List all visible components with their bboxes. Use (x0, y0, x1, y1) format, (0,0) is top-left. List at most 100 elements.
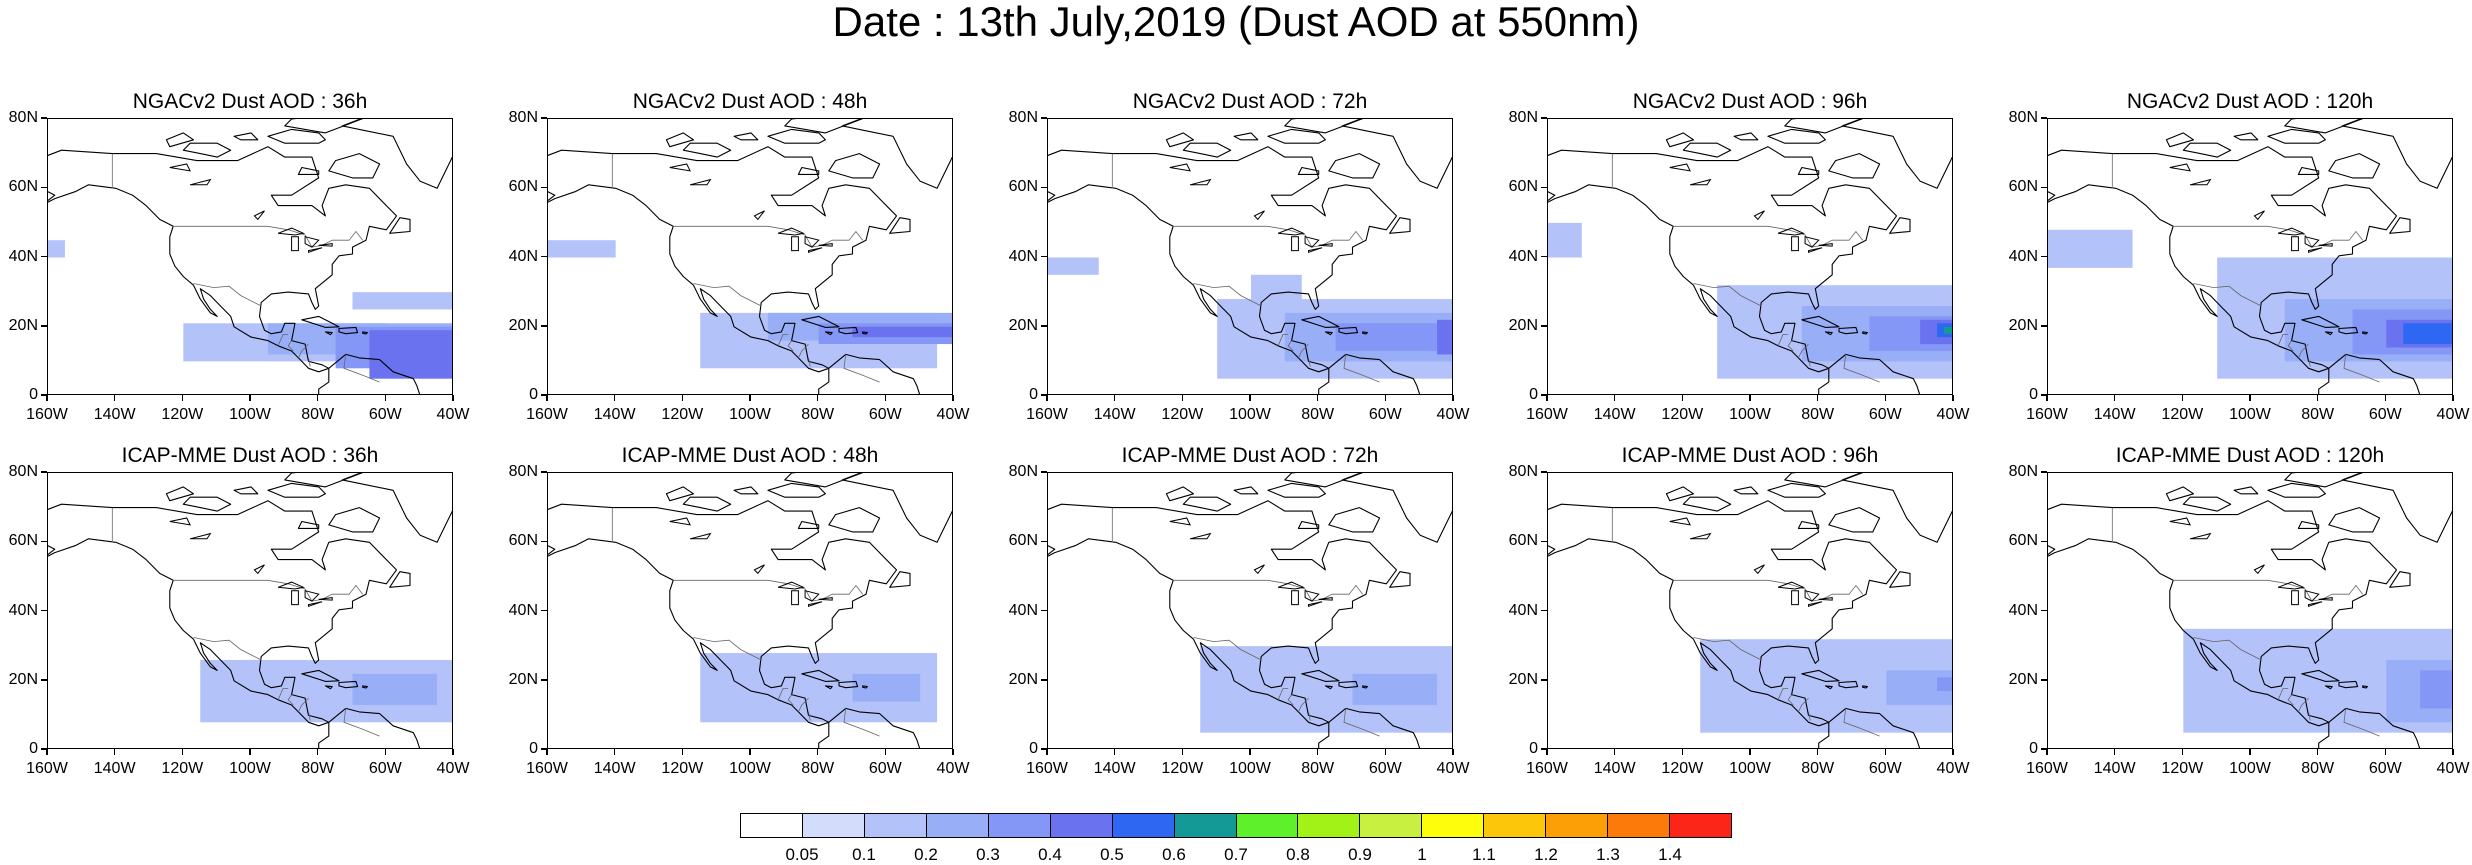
coastline (2318, 353, 2421, 394)
lon-tick-mark (2384, 395, 2387, 401)
coastline (838, 326, 859, 335)
colorbar-swatch (1112, 814, 1175, 837)
lon-tick-label: 60W (1368, 760, 1402, 777)
coastline (2328, 153, 2381, 179)
lon-tick-label: 40W (1936, 760, 1970, 777)
lon-tick-label: 80W (1801, 760, 1835, 777)
lon-tick-mark (1249, 749, 1251, 755)
lat-tick-mark (2041, 255, 2047, 258)
map-panel (1547, 472, 1953, 749)
lat-tick-label: 80N (508, 463, 538, 480)
lon-tick-mark (1952, 395, 1954, 401)
country-border (1308, 711, 1311, 721)
country-border (343, 354, 380, 383)
country-border (173, 225, 364, 248)
lat-tick-mark (1541, 394, 1547, 396)
map-panel (2047, 472, 2453, 749)
lat-tick-label: 20N (8, 670, 38, 688)
lon-tick-label: 160W (2026, 406, 2068, 423)
lon-tick-label: 120W (161, 760, 204, 777)
colorbar-swatch (1050, 814, 1113, 837)
lon-tick-label: 80W (301, 760, 335, 777)
lake-outline (1169, 163, 1191, 172)
lon-tick-label: 60W (368, 760, 402, 777)
map-svg (2048, 119, 2452, 394)
lon-tick-label: 120W (2161, 406, 2204, 423)
lon-tick-label: 100W (729, 760, 771, 777)
lake-outline (253, 210, 265, 221)
lon-tick-label: 80W (1301, 406, 1335, 423)
lake-outline (689, 532, 712, 540)
lon-tick-label: 60W (2368, 760, 2402, 777)
lon-tick-mark (1681, 749, 1684, 755)
coastline (2362, 331, 2368, 335)
coastline (2338, 680, 2359, 689)
coastline (784, 473, 864, 488)
country-border (287, 694, 294, 706)
lon-tick-label: 100W (1729, 760, 1771, 777)
lon-tick-label: 40W (436, 406, 470, 423)
lon-tick-mark (2181, 749, 2184, 755)
coastline (48, 500, 398, 727)
coastline (2182, 496, 2232, 512)
lon-tick-mark (46, 395, 48, 401)
lat-tick-mark (541, 186, 547, 188)
lon-tick-label: 60W (368, 406, 402, 423)
coastline (297, 166, 320, 175)
lake-outline (1777, 227, 1806, 236)
lon-tick-mark (1181, 749, 1184, 755)
country-border (308, 357, 311, 367)
lon-tick-label: 80W (2301, 406, 2335, 423)
coastline (1324, 685, 1333, 690)
country-border (787, 340, 794, 352)
coastline (233, 132, 259, 141)
lon-tick-label: 120W (1161, 760, 1204, 777)
lon-tick-label: 140W (593, 406, 636, 423)
colorbar-label: 1.3 (1596, 845, 1620, 864)
lon-tick-mark (2113, 749, 2116, 755)
lon-tick-mark (681, 749, 684, 755)
coastline (284, 119, 364, 134)
coastline (2267, 128, 2326, 144)
country-border (1777, 333, 1789, 346)
coastline (2338, 326, 2359, 335)
lon-tick-mark (249, 395, 251, 401)
lon-tick-label: 60W (1368, 406, 1402, 423)
coastline (2324, 331, 2333, 336)
lat-tick-mark (1041, 748, 1047, 750)
coastline (2165, 132, 2195, 148)
coastline (182, 496, 232, 512)
country-border (1173, 225, 1364, 248)
lon-tick-mark (1546, 395, 1548, 401)
lat-tick-label: 20N (1008, 316, 1038, 334)
lat-tick-mark (541, 325, 547, 327)
lon-tick-label: 160W (2026, 760, 2068, 777)
lon-tick-mark (384, 749, 387, 755)
lat-tick-label: 60N (1508, 532, 1538, 550)
lon-tick-mark (452, 395, 454, 401)
map-panel (1047, 472, 1453, 749)
lat-tick-label: 80N (508, 109, 538, 126)
coastline (2267, 482, 2326, 498)
lat-tick-label: 60N (1008, 532, 1038, 550)
panel-title: NGACv2 Dust AOD : 72h (1132, 90, 1368, 113)
lake-outline (791, 236, 799, 252)
lat-tick-mark (41, 255, 47, 258)
dust-aod-region (548, 240, 616, 258)
country-border (1777, 687, 1789, 700)
coastline (389, 571, 411, 588)
lon-tick-mark (1816, 749, 1819, 755)
coastline (2341, 473, 2452, 543)
country-border (1277, 687, 1289, 700)
country-border (1693, 637, 1762, 661)
colorbar-label: 0.05 (785, 845, 819, 864)
lat-tick-mark (41, 471, 47, 473)
map-panel (1047, 118, 1453, 395)
lon-tick-label: 120W (2161, 760, 2204, 777)
map-svg (48, 473, 452, 748)
map-svg (1548, 473, 1952, 748)
map-svg (548, 473, 952, 748)
dust-aod-region (1437, 319, 1452, 355)
lake-outline (2291, 590, 2299, 606)
colorbar-label: 0.2 (914, 845, 938, 864)
